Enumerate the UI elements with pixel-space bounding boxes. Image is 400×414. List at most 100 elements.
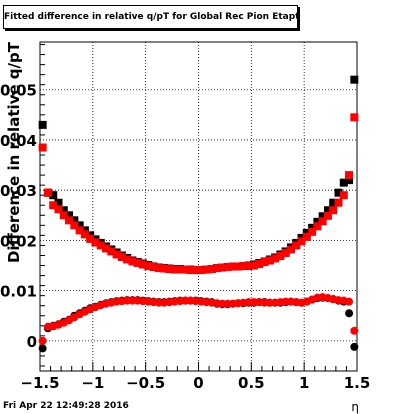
data-point-square (265, 256, 274, 265)
data-point-square (197, 266, 206, 275)
data-point-square (339, 191, 348, 200)
data-point-square (70, 216, 79, 225)
data-point-square (107, 247, 116, 256)
data-point-square (54, 205, 63, 214)
x-axis-title: η (351, 400, 359, 414)
data-point-square (112, 250, 121, 259)
data-point-square (176, 265, 185, 274)
data-point-square (49, 191, 58, 200)
data-point-square (345, 176, 354, 185)
x-tick-label: −1 (81, 374, 104, 392)
data-point-square (91, 238, 100, 247)
data-point-square (65, 216, 74, 225)
data-point-square (350, 75, 359, 84)
data-point-square (329, 198, 338, 207)
grid-lines (40, 42, 357, 371)
data-point-square (117, 252, 126, 261)
data-point-square (144, 262, 153, 271)
data-point-square (160, 264, 169, 273)
data-point-square (207, 265, 216, 274)
data-point-square (281, 248, 290, 257)
x-tick-label: 1 (299, 374, 309, 392)
data-point-square (329, 206, 338, 215)
data-point-circle (350, 342, 359, 351)
data-point-square (80, 230, 89, 239)
data-point-square (308, 227, 317, 236)
data-point-square (191, 266, 200, 275)
y-tick-label: 0.04 (0, 132, 37, 150)
data-point-square (308, 223, 317, 232)
data-point-square (302, 228, 311, 237)
y-tick-label: 0 (27, 333, 37, 351)
data-point-square (323, 211, 332, 220)
x-tick-labels: −1.5 −1 −0.5 0 0.5 1 1.5 (20, 374, 370, 392)
data-point-square (318, 212, 327, 221)
data-point-square (165, 265, 174, 274)
data-point-square (239, 262, 248, 271)
data-point-square (249, 261, 258, 270)
timestamp-label: Fri Apr 22 12:49:28 2016 (3, 401, 129, 411)
data-point-square (350, 113, 359, 122)
data-point-square (260, 258, 269, 267)
data-point-square (181, 265, 190, 274)
data-point-square (128, 257, 137, 266)
x-tick-label: −1.5 (20, 374, 59, 392)
data-point-square (133, 259, 142, 268)
data-markers (38, 75, 359, 353)
data-point-square (271, 254, 280, 263)
data-point-circle (38, 336, 47, 345)
data-point-square (70, 221, 79, 230)
data-point-square (318, 217, 327, 226)
y-axis-title: Difference in relative q/pT (5, 41, 23, 263)
x-tick-label: −0.5 (126, 374, 165, 392)
data-point-square (244, 262, 253, 271)
data-point-square (313, 217, 322, 226)
data-point-square (75, 221, 84, 230)
axis-ticks (39, 44, 358, 371)
data-point-square (202, 265, 211, 274)
data-point-circle (345, 297, 354, 306)
data-point-square (218, 263, 227, 272)
data-point-square (212, 264, 221, 273)
data-point-square (276, 251, 285, 260)
data-point-square (255, 260, 264, 269)
y-tick-label: 0.03 (0, 182, 37, 200)
data-point-circle (38, 344, 47, 353)
data-point-square (170, 265, 179, 274)
data-point-square (302, 232, 311, 241)
data-point-square (49, 201, 58, 210)
data-point-square (323, 206, 332, 215)
data-point-square (149, 263, 158, 272)
data-point-square (234, 262, 243, 271)
data-point-square (334, 188, 343, 197)
y-tick-label: 0.05 (0, 82, 37, 100)
x-tick-label: 0 (193, 374, 203, 392)
data-point-square (75, 226, 84, 235)
data-point-square (334, 198, 343, 207)
data-point-square (345, 171, 354, 180)
data-point-circle (350, 326, 359, 335)
data-point-square (96, 241, 105, 250)
data-point-square (339, 178, 348, 187)
data-point-square (223, 263, 232, 272)
data-point-square (80, 226, 89, 235)
y-tick-label: 0.01 (0, 283, 37, 301)
data-point-square (38, 120, 47, 129)
data-point-square (65, 211, 74, 220)
y-tick-label: 0.02 (0, 232, 37, 250)
data-point-square (59, 211, 68, 220)
data-point-square (102, 244, 111, 253)
data-point-square (139, 260, 148, 269)
data-point-square (297, 237, 306, 246)
data-point-square (123, 255, 132, 264)
data-point-square (38, 143, 47, 152)
data-point-square (228, 262, 237, 271)
data-point-square (292, 241, 301, 250)
data-point-circle (345, 309, 354, 318)
data-point-square (313, 222, 322, 231)
y-tick-labels: 0 0.01 0.02 0.03 0.04 0.05 (0, 82, 37, 351)
data-point-square (59, 206, 68, 215)
data-point-square (154, 264, 163, 273)
data-point-square (86, 234, 95, 243)
